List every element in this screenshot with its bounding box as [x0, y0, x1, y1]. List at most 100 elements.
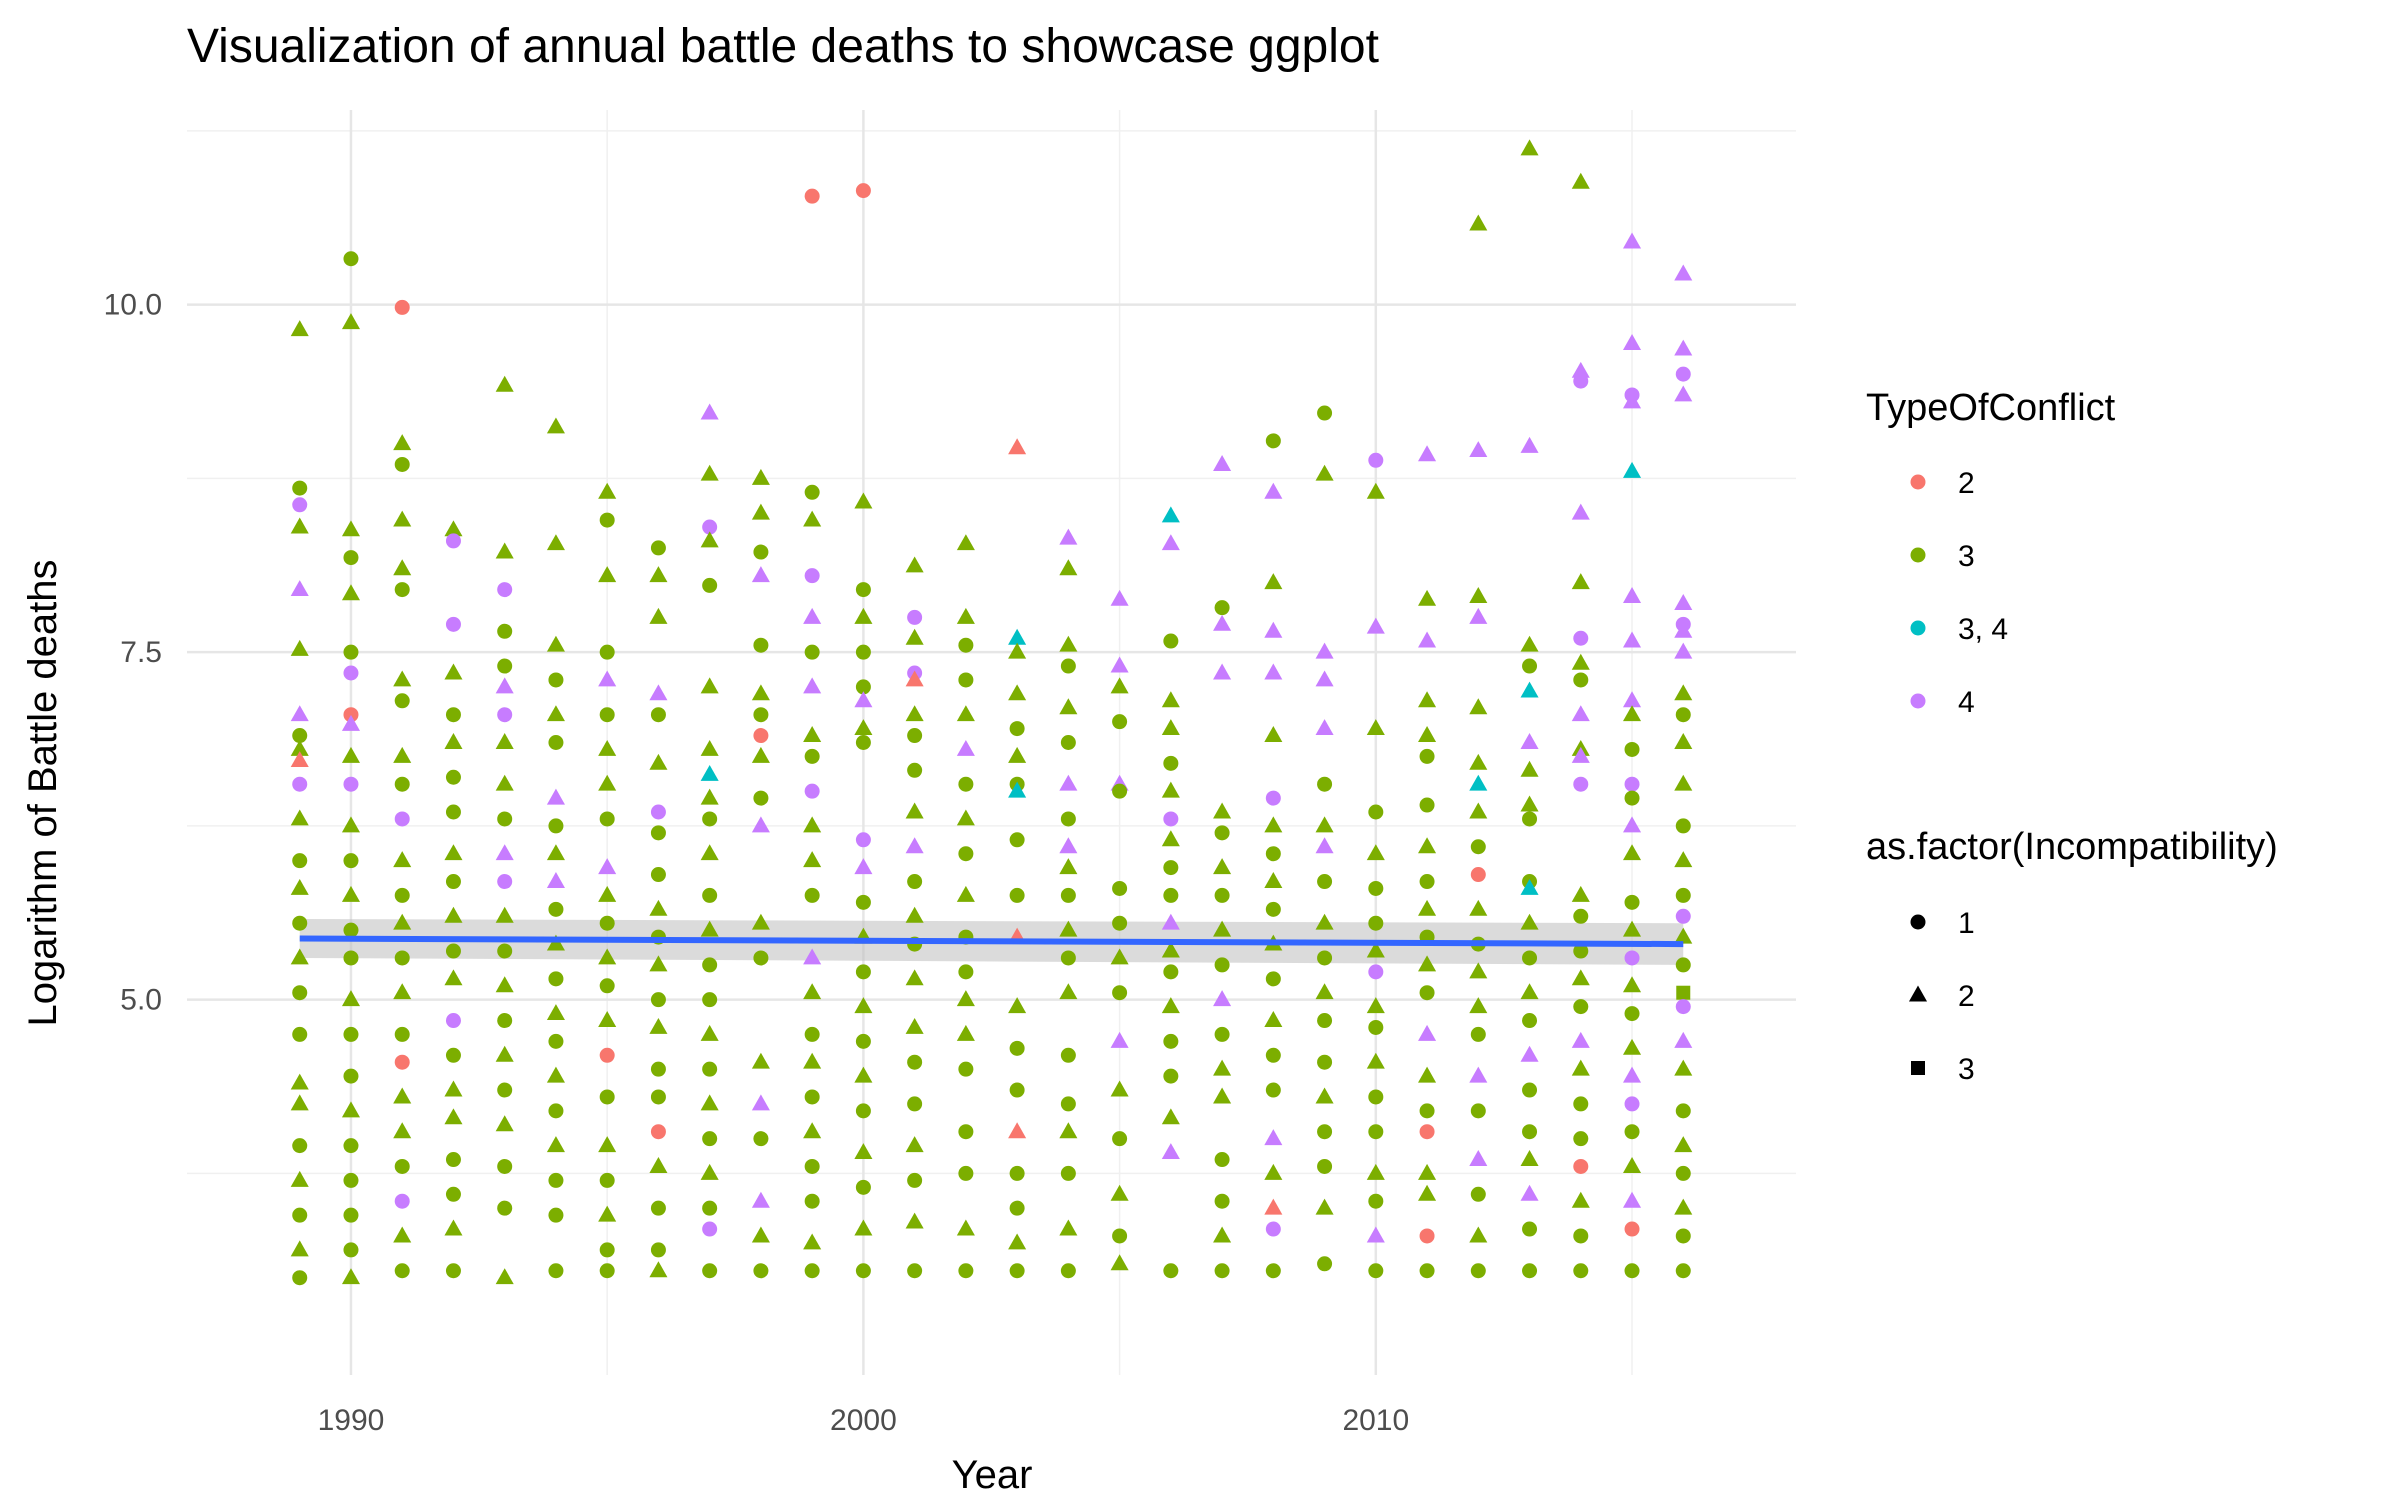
data-point [1520, 913, 1539, 930]
data-point [650, 1200, 666, 1216]
data-point [702, 1131, 718, 1147]
data-point [1520, 681, 1539, 698]
data-point [855, 735, 871, 750]
data-point [546, 788, 565, 805]
data-point [1163, 964, 1179, 980]
data-point [1419, 1263, 1435, 1279]
data-point [1008, 642, 1027, 659]
data-point [1264, 1129, 1283, 1146]
legend-shape-label: 3 [1958, 1053, 1975, 1086]
data-point [444, 663, 463, 680]
data-point [1009, 832, 1025, 848]
data-point [1623, 844, 1642, 861]
data-point [905, 556, 924, 573]
data-point [1368, 1124, 1384, 1140]
data-point [495, 1045, 514, 1062]
data-point [907, 762, 923, 778]
data-point [854, 1219, 873, 1236]
data-point [1366, 482, 1385, 499]
data-point [1419, 1228, 1435, 1244]
data-point [1623, 232, 1642, 249]
data-point [1112, 915, 1128, 931]
data-point [1315, 670, 1334, 687]
data-point [599, 978, 615, 994]
data-point [548, 672, 564, 688]
data-point [804, 188, 820, 204]
data-point [546, 872, 565, 888]
data-point [1265, 1221, 1281, 1237]
data-point [1264, 573, 1283, 590]
data-point [343, 776, 359, 792]
data-point [497, 707, 513, 723]
data-point [1317, 874, 1333, 890]
data-point [1623, 587, 1642, 603]
data-point [1522, 1221, 1538, 1237]
data-point [445, 804, 461, 820]
data-point [1522, 658, 1538, 674]
data-point [290, 1240, 309, 1257]
data-point [1009, 1263, 1025, 1279]
data-point [1265, 1047, 1281, 1063]
data-point [290, 1170, 309, 1187]
data-point [341, 990, 360, 1007]
data-point [1573, 1158, 1589, 1174]
data-point [1469, 441, 1488, 458]
data-point [649, 1156, 668, 1173]
data-point [290, 1073, 309, 1090]
data-point [598, 1136, 617, 1153]
data-point [1161, 913, 1180, 930]
data-point [958, 637, 974, 653]
data-point [905, 705, 924, 722]
data-point [445, 707, 461, 723]
data-point [343, 1242, 359, 1258]
data-point [1522, 950, 1538, 966]
data-point [394, 693, 410, 709]
data-point [803, 510, 822, 527]
data-point [1674, 927, 1693, 944]
data-point [599, 512, 615, 528]
data-point [1624, 1221, 1640, 1237]
data-point [1317, 405, 1333, 421]
data-point [700, 1163, 719, 1180]
data-point [1470, 839, 1486, 855]
data-point [1573, 908, 1589, 924]
data-point [1623, 816, 1642, 833]
data-point [548, 971, 564, 987]
data-point [1571, 1059, 1590, 1076]
data-point [1470, 1026, 1486, 1042]
data-point [1571, 573, 1590, 590]
data-point [804, 484, 820, 500]
data-point [445, 769, 461, 785]
data-point [1419, 797, 1435, 813]
data-point [343, 853, 359, 869]
data-point [1624, 950, 1640, 966]
data-point [1264, 872, 1283, 888]
data-point [1520, 760, 1539, 777]
data-point [700, 677, 719, 694]
data-point [444, 1108, 463, 1125]
data-point [803, 726, 822, 743]
trend-line-layer [299, 935, 1684, 948]
data-point [1571, 746, 1590, 763]
data-point [1110, 1080, 1129, 1097]
data-point [1161, 534, 1180, 551]
data-point [343, 1207, 359, 1223]
data-point [548, 1172, 564, 1188]
data-point [956, 607, 975, 624]
data-point [1675, 908, 1691, 924]
data-point [393, 434, 412, 451]
data-point [804, 887, 820, 903]
data-point [1418, 726, 1437, 743]
data-point [1675, 887, 1691, 903]
data-point [1522, 1013, 1538, 1029]
legend-color-key [1910, 474, 1926, 490]
data-point [1418, 631, 1437, 648]
data-point [1060, 735, 1076, 750]
data-point [290, 878, 309, 895]
data-point [905, 969, 924, 986]
data-point [1008, 746, 1027, 763]
data-point [1315, 642, 1334, 659]
data-point [1623, 1191, 1642, 1208]
data-point [958, 1165, 974, 1181]
